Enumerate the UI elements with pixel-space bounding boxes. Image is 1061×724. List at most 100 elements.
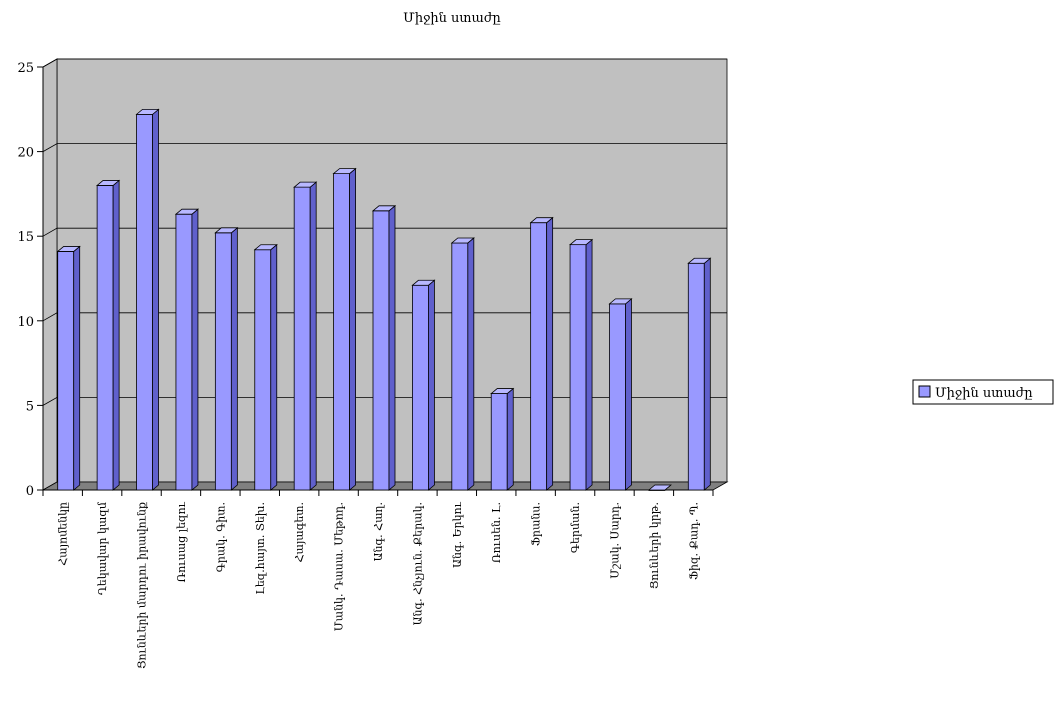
category-label: Անգ. Հաղ. <box>372 502 385 561</box>
bar-top <box>332 168 357 174</box>
gridline <box>42 227 727 237</box>
bar-top <box>687 257 712 264</box>
bar-side <box>428 279 435 491</box>
category-label: Մանկ. Դասա. Մեթոդ. <box>333 502 346 631</box>
bars <box>56 108 712 491</box>
category-label: Գրակ. Գիտ. <box>214 502 227 572</box>
category-label: Ֆիզ. Քադ. Պ. <box>687 502 700 580</box>
category-label: Անգ. Հնչյուն. Քերակ. <box>411 502 424 625</box>
legend-label: Միջին ստաժը <box>935 386 1033 401</box>
bar-side <box>73 245 81 491</box>
bar <box>332 167 357 491</box>
gridline <box>42 58 727 68</box>
bar <box>411 279 436 491</box>
category-label: Հայագետ. <box>293 502 306 562</box>
bar-front <box>372 210 390 491</box>
bar-side <box>230 226 238 491</box>
category-label: Լեզ.հայտ. Տեխ. <box>254 502 267 595</box>
gridline <box>42 312 727 322</box>
bar-side <box>112 179 120 491</box>
bar-side <box>585 238 593 491</box>
side-wall <box>42 58 58 491</box>
bar-side <box>152 108 159 491</box>
bar-top <box>56 246 81 252</box>
bar <box>529 216 554 491</box>
category-label: Ռուսեն. Լ. <box>490 502 503 563</box>
bar <box>253 243 278 491</box>
bar-top <box>411 279 436 286</box>
category-label: Գերման. <box>569 502 582 553</box>
bar-side <box>703 257 711 491</box>
bar-front <box>687 262 705 491</box>
bar-top <box>529 217 554 224</box>
bar-top <box>371 205 397 212</box>
bar-front <box>530 222 548 491</box>
y-tick-label: 20 <box>17 146 34 161</box>
bar-front <box>333 173 350 491</box>
bar-front <box>254 249 272 491</box>
bar-top <box>490 388 515 394</box>
bar-side <box>546 216 554 491</box>
bar-front <box>57 251 75 491</box>
bar-side <box>467 237 475 491</box>
y-axis: 0 5 10 15 20 25 <box>17 61 44 499</box>
bar-top <box>135 108 160 115</box>
category-label: Ֆրանս. <box>530 502 543 546</box>
y-tick-label: 5 <box>26 399 34 414</box>
bar <box>96 179 121 491</box>
chart-title: Միջին ստաժը <box>403 11 501 26</box>
legend: Միջին ստաժը <box>912 379 1054 405</box>
bar-front <box>175 213 193 491</box>
bar-top <box>450 237 475 244</box>
bar <box>135 108 160 491</box>
bar <box>687 257 712 491</box>
bar <box>450 237 475 491</box>
bar-top <box>293 181 318 188</box>
bar-side <box>270 243 278 491</box>
bar <box>490 387 515 491</box>
category-label: Ցունևերի կրթ. <box>648 502 661 589</box>
bar-front <box>451 242 469 491</box>
legend-swatch <box>918 385 931 398</box>
y-tick-label: 25 <box>17 61 34 76</box>
bar <box>568 238 594 491</box>
bar-front <box>214 232 232 491</box>
bar-top <box>647 484 672 491</box>
bar-front <box>136 113 153 491</box>
bar-top <box>96 180 121 186</box>
y-tick-label: 10 <box>17 315 34 330</box>
bar-front <box>96 185 114 491</box>
bar <box>371 204 397 491</box>
bar <box>647 484 672 491</box>
bar-top <box>174 208 200 215</box>
bar <box>608 298 633 491</box>
bar-side <box>309 181 317 491</box>
bar-side <box>388 204 396 491</box>
bar-front <box>609 303 626 491</box>
category-label: Ցունևերի մարդու իրավունք <box>136 502 149 669</box>
legend-box <box>912 379 1054 405</box>
bar <box>56 245 81 491</box>
bar-side <box>349 167 356 491</box>
category-label: Ղեկավար կազմ <box>96 501 109 595</box>
bar-front <box>293 186 311 491</box>
bar-side <box>625 298 632 491</box>
y-tick-label: 0 <box>26 484 34 499</box>
bar-side <box>506 387 514 491</box>
bar-front <box>569 244 587 491</box>
bar-top <box>568 239 594 246</box>
bar-top <box>608 298 633 305</box>
bar-top <box>214 227 239 234</box>
category-label: Անգ. Երկու <box>451 501 464 568</box>
bar-top <box>253 244 278 251</box>
category-label: Հայոմենկը <box>57 502 70 566</box>
bar-front <box>412 284 429 491</box>
bar <box>214 226 239 491</box>
y-tick-label: 15 <box>17 230 34 245</box>
gridline <box>42 143 727 152</box>
category-label: Ռուսաց լեզու <box>175 501 188 582</box>
x-axis: Հայոմենկը Ղեկավար կազմ Ցունևերի մարդու իրա… <box>42 489 714 669</box>
category-label: Մշակ. Սարդ. <box>608 502 621 579</box>
bar <box>174 208 200 491</box>
